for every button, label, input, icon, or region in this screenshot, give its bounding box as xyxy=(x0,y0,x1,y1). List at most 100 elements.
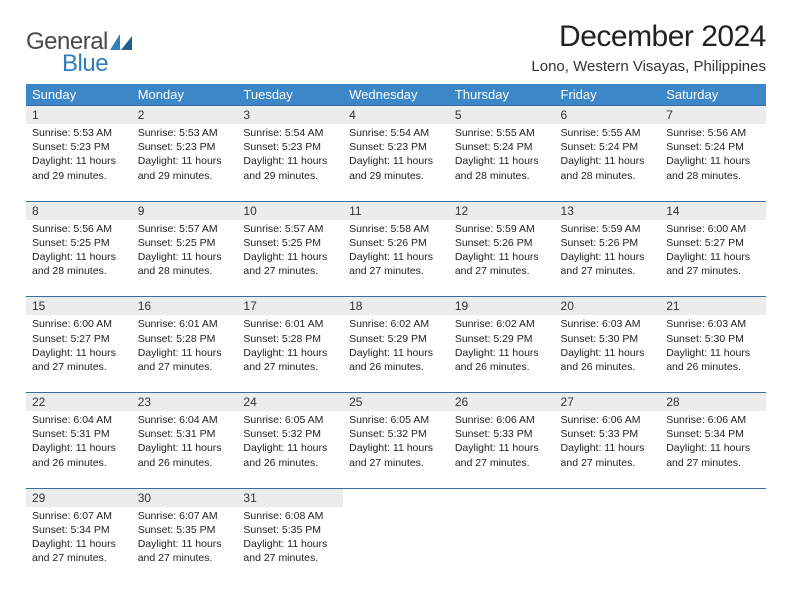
daylight-text-1: Daylight: 11 hours xyxy=(243,154,337,168)
sunrise-text: Sunrise: 6:01 AM xyxy=(138,317,232,331)
daylight-text-1: Daylight: 11 hours xyxy=(32,154,126,168)
day-number-cell xyxy=(555,488,661,507)
day-content-cell: Sunrise: 6:01 AMSunset: 5:28 PMDaylight:… xyxy=(237,315,343,392)
day-content-cell: Sunrise: 6:00 AMSunset: 5:27 PMDaylight:… xyxy=(660,220,766,297)
daylight-text-2: and 27 minutes. xyxy=(666,456,760,470)
sunset-text: Sunset: 5:24 PM xyxy=(455,140,549,154)
daylight-text-1: Daylight: 11 hours xyxy=(243,441,337,455)
daylight-text-1: Daylight: 11 hours xyxy=(455,250,549,264)
day-number-cell xyxy=(449,488,555,507)
day-number-cell: 24 xyxy=(237,393,343,412)
sunrise-text: Sunrise: 5:55 AM xyxy=(561,126,655,140)
daylight-text-1: Daylight: 11 hours xyxy=(243,346,337,360)
daylight-text-1: Daylight: 11 hours xyxy=(138,441,232,455)
day-number-cell: 11 xyxy=(343,201,449,220)
day-number-row: 293031 xyxy=(26,488,766,507)
day-content-cell: Sunrise: 6:07 AMSunset: 5:35 PMDaylight:… xyxy=(132,507,238,584)
day-number-cell: 6 xyxy=(555,106,661,125)
day-number-cell: 21 xyxy=(660,297,766,316)
daylight-text-2: and 26 minutes. xyxy=(666,360,760,374)
day-number-cell: 10 xyxy=(237,201,343,220)
daylight-text-2: and 28 minutes. xyxy=(138,264,232,278)
weekday-header: Sunday xyxy=(26,84,132,106)
daylight-text-1: Daylight: 11 hours xyxy=(32,537,126,551)
day-content-cell xyxy=(449,507,555,584)
sunset-text: Sunset: 5:28 PM xyxy=(138,332,232,346)
daylight-text-2: and 27 minutes. xyxy=(243,360,337,374)
day-content-cell: Sunrise: 5:57 AMSunset: 5:25 PMDaylight:… xyxy=(132,220,238,297)
sunrise-text: Sunrise: 5:59 AM xyxy=(561,222,655,236)
daylight-text-1: Daylight: 11 hours xyxy=(138,154,232,168)
day-number-row: 22232425262728 xyxy=(26,393,766,412)
sunrise-text: Sunrise: 6:05 AM xyxy=(349,413,443,427)
sunrise-text: Sunrise: 5:58 AM xyxy=(349,222,443,236)
daylight-text-2: and 27 minutes. xyxy=(138,360,232,374)
day-number-cell: 8 xyxy=(26,201,132,220)
daylight-text-1: Daylight: 11 hours xyxy=(243,537,337,551)
daylight-text-1: Daylight: 11 hours xyxy=(32,250,126,264)
daylight-text-1: Daylight: 11 hours xyxy=(349,346,443,360)
daylight-text-2: and 27 minutes. xyxy=(455,456,549,470)
day-content-cell: Sunrise: 6:05 AMSunset: 5:32 PMDaylight:… xyxy=(237,411,343,488)
day-number-cell: 27 xyxy=(555,393,661,412)
daylight-text-1: Daylight: 11 hours xyxy=(349,154,443,168)
day-number-row: 1234567 xyxy=(26,106,766,125)
day-content-row: Sunrise: 5:53 AMSunset: 5:23 PMDaylight:… xyxy=(26,124,766,201)
daylight-text-2: and 26 minutes. xyxy=(32,456,126,470)
weekday-header: Saturday xyxy=(660,84,766,106)
sunrise-text: Sunrise: 5:57 AM xyxy=(243,222,337,236)
daylight-text-2: and 27 minutes. xyxy=(349,456,443,470)
sunset-text: Sunset: 5:26 PM xyxy=(349,236,443,250)
daylight-text-2: and 27 minutes. xyxy=(243,551,337,565)
daylight-text-2: and 28 minutes. xyxy=(666,169,760,183)
sunset-text: Sunset: 5:34 PM xyxy=(32,523,126,537)
day-number-cell: 3 xyxy=(237,106,343,125)
daylight-text-1: Daylight: 11 hours xyxy=(455,441,549,455)
day-content-cell: Sunrise: 5:57 AMSunset: 5:25 PMDaylight:… xyxy=(237,220,343,297)
day-content-cell: Sunrise: 5:59 AMSunset: 5:26 PMDaylight:… xyxy=(449,220,555,297)
daylight-text-1: Daylight: 11 hours xyxy=(666,441,760,455)
day-content-cell: Sunrise: 6:05 AMSunset: 5:32 PMDaylight:… xyxy=(343,411,449,488)
day-content-cell: Sunrise: 5:58 AMSunset: 5:26 PMDaylight:… xyxy=(343,220,449,297)
daylight-text-2: and 27 minutes. xyxy=(243,264,337,278)
daylight-text-1: Daylight: 11 hours xyxy=(666,250,760,264)
day-content-cell: Sunrise: 6:03 AMSunset: 5:30 PMDaylight:… xyxy=(555,315,661,392)
day-content-cell xyxy=(660,507,766,584)
day-content-row: Sunrise: 5:56 AMSunset: 5:25 PMDaylight:… xyxy=(26,220,766,297)
weekday-header-row: SundayMondayTuesdayWednesdayThursdayFrid… xyxy=(26,84,766,106)
day-number-cell: 4 xyxy=(343,106,449,125)
sunset-text: Sunset: 5:26 PM xyxy=(561,236,655,250)
daylight-text-2: and 29 minutes. xyxy=(138,169,232,183)
sunrise-text: Sunrise: 5:56 AM xyxy=(32,222,126,236)
daylight-text-1: Daylight: 11 hours xyxy=(561,250,655,264)
day-number-cell: 20 xyxy=(555,297,661,316)
day-number-cell: 1 xyxy=(26,106,132,125)
daylight-text-1: Daylight: 11 hours xyxy=(32,346,126,360)
daylight-text-2: and 29 minutes. xyxy=(349,169,443,183)
day-content-cell: Sunrise: 6:08 AMSunset: 5:35 PMDaylight:… xyxy=(237,507,343,584)
sunrise-text: Sunrise: 5:53 AM xyxy=(138,126,232,140)
day-number-cell: 9 xyxy=(132,201,238,220)
sunset-text: Sunset: 5:23 PM xyxy=(243,140,337,154)
day-content-cell: Sunrise: 6:03 AMSunset: 5:30 PMDaylight:… xyxy=(660,315,766,392)
sunrise-text: Sunrise: 6:03 AM xyxy=(666,317,760,331)
sunset-text: Sunset: 5:32 PM xyxy=(349,427,443,441)
day-content-cell: Sunrise: 5:53 AMSunset: 5:23 PMDaylight:… xyxy=(132,124,238,201)
daylight-text-1: Daylight: 11 hours xyxy=(561,346,655,360)
day-content-cell: Sunrise: 6:02 AMSunset: 5:29 PMDaylight:… xyxy=(343,315,449,392)
sunrise-text: Sunrise: 6:02 AM xyxy=(349,317,443,331)
sunset-text: Sunset: 5:30 PM xyxy=(666,332,760,346)
sunrise-text: Sunrise: 6:04 AM xyxy=(32,413,126,427)
sunset-text: Sunset: 5:29 PM xyxy=(349,332,443,346)
sunset-text: Sunset: 5:27 PM xyxy=(32,332,126,346)
daylight-text-2: and 26 minutes. xyxy=(138,456,232,470)
sunrise-text: Sunrise: 6:00 AM xyxy=(32,317,126,331)
daylight-text-2: and 27 minutes. xyxy=(138,551,232,565)
daylight-text-2: and 27 minutes. xyxy=(561,456,655,470)
day-content-cell: Sunrise: 5:54 AMSunset: 5:23 PMDaylight:… xyxy=(343,124,449,201)
sunrise-text: Sunrise: 6:06 AM xyxy=(455,413,549,427)
day-content-cell: Sunrise: 6:06 AMSunset: 5:34 PMDaylight:… xyxy=(660,411,766,488)
daylight-text-2: and 27 minutes. xyxy=(32,360,126,374)
day-content-cell: Sunrise: 6:00 AMSunset: 5:27 PMDaylight:… xyxy=(26,315,132,392)
day-content-row: Sunrise: 6:07 AMSunset: 5:34 PMDaylight:… xyxy=(26,507,766,584)
